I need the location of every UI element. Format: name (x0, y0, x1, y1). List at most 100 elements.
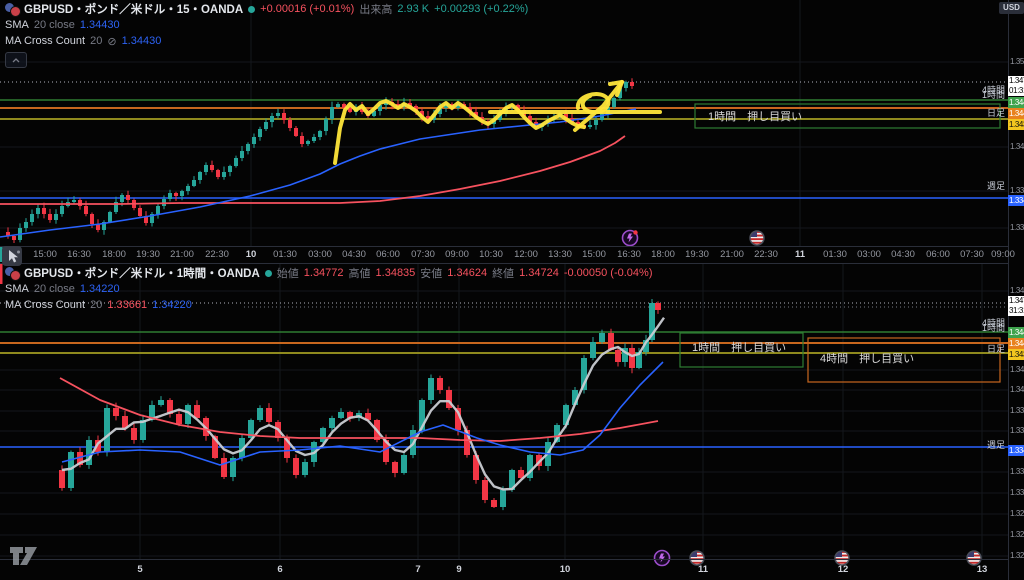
price-label: 1.350 (1010, 57, 1024, 66)
symbol-row[interactable]: GBPUSD・ポンド／米ドル・15・OANDA +0.00016 (+0.01%… (5, 1, 528, 17)
ma-cross-indicator-row[interactable]: MA Cross Count 20 ⊘ 1.34430 (5, 33, 528, 49)
annotation-box[interactable] (694, 103, 1001, 129)
lightning-bolt-icon (659, 553, 665, 563)
flag-ring (834, 550, 850, 566)
candle (210, 165, 214, 170)
us-flag-event-icon[interactable] (834, 550, 850, 566)
instrument-logo-icon (5, 267, 21, 281)
annotation-box-label: 4時間 押し目買い (820, 351, 914, 365)
cursor-tool-button[interactable] (2, 246, 22, 266)
candle (222, 172, 226, 177)
candle (156, 206, 160, 214)
low-value: 1.34624 (447, 267, 488, 279)
market-status-dot-icon[interactable] (264, 269, 272, 277)
time-label: 09:00 (991, 249, 1015, 260)
tradingview-logo[interactable] (8, 545, 40, 567)
candle (426, 116, 430, 120)
sma-indicator-row[interactable]: SMA 20 close 1.34220 (5, 281, 653, 297)
indicator-value: 1.34430 (121, 35, 162, 47)
candle (48, 214, 52, 220)
hand-drawn-annotation[interactable] (615, 80, 624, 97)
price-label: 1.330 (1010, 488, 1024, 497)
candle (629, 348, 635, 368)
ma-cross-indicator-row[interactable]: MA Cross Count 20 1.33661 1.34220 (5, 297, 653, 313)
candle (336, 104, 340, 107)
us-flag-event-icon[interactable] (749, 230, 765, 246)
line-label: 日足 (987, 108, 1005, 118)
candle (288, 120, 292, 128)
candle (186, 186, 190, 191)
candle (655, 303, 661, 310)
candle (36, 208, 40, 214)
candle (563, 405, 569, 425)
candle (95, 440, 101, 452)
white-ma-line (61, 316, 665, 491)
candle (149, 405, 155, 420)
symbol-row[interactable]: GBPUSD・ポンド／米ドル・1時間・OANDA 始値 1.34772 高値 1… (5, 265, 653, 281)
hand-drawn-annotation[interactable] (333, 99, 586, 165)
time-label: 18:00 (102, 249, 126, 260)
economic-event-icon[interactable] (653, 549, 671, 567)
flag-stripe (750, 241, 764, 244)
time-label: 19:30 (136, 249, 160, 260)
us-flag-event-icon[interactable] (966, 550, 982, 566)
hand-drawn-annotation[interactable] (575, 92, 611, 115)
annotation-box[interactable] (807, 337, 1001, 383)
time-label: 7 (415, 564, 421, 575)
economic-event-icon[interactable] (621, 229, 639, 247)
candle (42, 208, 46, 214)
candle (284, 438, 290, 458)
candle (158, 400, 164, 405)
candle (347, 412, 353, 418)
us-flag-icon (750, 231, 764, 245)
candle (257, 408, 263, 420)
time-label: 9 (456, 564, 462, 575)
time-axis-bottom[interactable]: 5 6 7 9 10 11 12 13 (0, 562, 1008, 577)
candle (320, 428, 326, 442)
currency-toggle-button[interactable]: USD (999, 2, 1024, 14)
price-change: -0.00050 (-0.04%) (563, 267, 653, 279)
top-legend: GBPUSD・ポンド／米ドル・15・OANDA +0.00016 (+0.01%… (5, 1, 528, 68)
annotation-box[interactable] (679, 332, 804, 368)
level-price-badge: 1.334 (1008, 195, 1024, 206)
bottom-axis-separator (0, 559, 1008, 560)
time-label: 12 (837, 564, 849, 575)
time-label: 10 (559, 564, 571, 575)
indicator-value: 1.34220 (152, 299, 192, 311)
time-axis-top[interactable]: 15:00 16:30 18:00 19:30 21:00 22:30 10 01:30 03:… (0, 247, 1015, 262)
market-status-dot-icon[interactable] (248, 5, 256, 13)
candle (54, 214, 58, 220)
candle (120, 195, 124, 202)
candle (228, 166, 232, 172)
pane-separator[interactable] (0, 263, 1008, 264)
candle (144, 216, 148, 223)
sma-indicator-row[interactable]: SMA 20 close 1.34430 (5, 17, 528, 33)
candle (482, 480, 488, 500)
indicator-params: 20 close (33, 19, 75, 31)
price-label: 1.348 (1010, 286, 1024, 295)
indicator-name: MA Cross Count (5, 35, 86, 47)
price-label: 1.340 (1010, 142, 1024, 151)
hand-drawn-annotation[interactable] (573, 80, 624, 132)
candle (408, 103, 412, 106)
level-price-badge: 1.334 (1008, 445, 1024, 456)
edge-candle (0, 246, 3, 262)
collapse-pane-button[interactable] (5, 52, 27, 68)
price-change: +0.00016 (+0.01%) (260, 3, 355, 15)
bottom-legend: GBPUSD・ポンド／米ドル・1時間・OANDA 始値 1.34772 高値 1… (5, 265, 653, 313)
candle (392, 462, 398, 473)
candle (6, 232, 10, 236)
line-label: 週足 (987, 440, 1005, 450)
candle (230, 458, 236, 477)
candle (622, 348, 628, 362)
line-label: 4時間 (982, 318, 1005, 328)
candle (78, 200, 82, 206)
candle (96, 224, 100, 230)
flag-stripe (690, 561, 704, 564)
price-label: 1.328 (1010, 509, 1024, 518)
candle (239, 438, 245, 458)
